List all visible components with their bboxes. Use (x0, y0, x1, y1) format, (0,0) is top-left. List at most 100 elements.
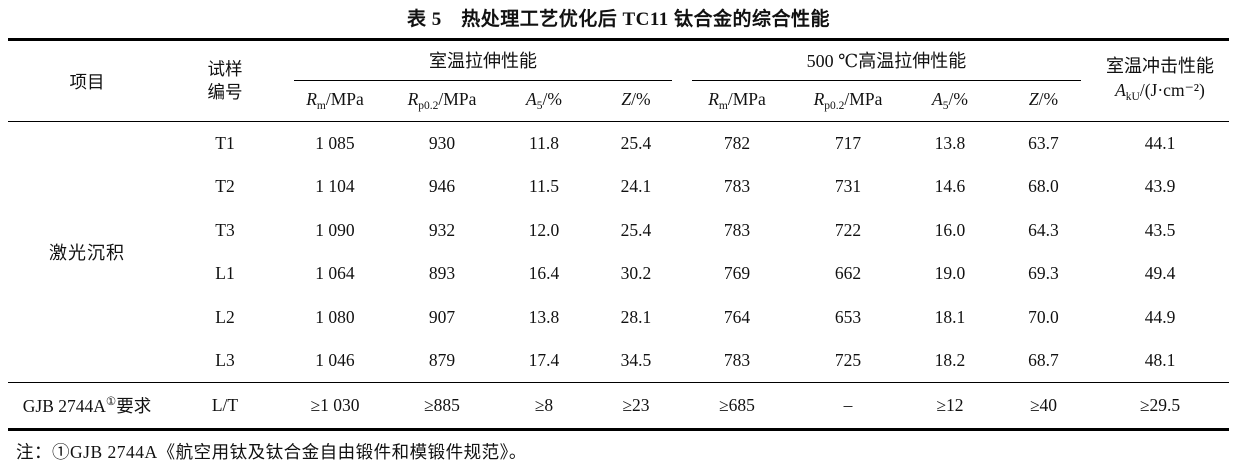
table-cell: 893 (428, 263, 456, 284)
requirement-row: GJB 2744A①要求 L/T ≥1 030 ≥885 ≥8 ≥23 ≥685… (7, 382, 1229, 430)
table-cell: 63.7 (1028, 133, 1059, 153)
table-row: L3 1 046 879 17.4 34.5 783 725 18.2 68.7… (8, 339, 1229, 383)
table-cell: 68.0 (1028, 176, 1059, 197)
table-cell: 653 (834, 306, 862, 327)
header-group-row: 项目 试样 编号 室温拉伸性能 500 ℃高温拉伸性能 室温冲击性能 AkU/(… (7, 39, 1229, 122)
col-header-z-rt: Z/% (589, 80, 682, 122)
table-cell: 930 (428, 133, 456, 153)
table-cell: 1 104 (315, 176, 355, 197)
table-cell: 946 (428, 176, 456, 197)
table-cell: 1 080 (315, 306, 355, 327)
table-cell: 783 (723, 176, 751, 197)
requirement-cell: ≥685 (681, 382, 792, 430)
table-cell: 70.0 (1028, 306, 1059, 327)
sample-no-line1: 试样 (207, 59, 243, 79)
table-cell: 44.9 (1144, 306, 1176, 327)
table-cell: 1 046 (315, 350, 355, 370)
requirement-cell: ≥1 030 (283, 382, 386, 430)
table-cell: 69.3 (1028, 263, 1059, 284)
col-header-sample-no: 试样 编号 (165, 39, 284, 122)
sample-id-cell: T1 (215, 133, 235, 153)
table-cell: 13.8 (934, 133, 966, 153)
requirement-label: GJB 2744A①要求 (7, 382, 166, 430)
table-cell: 43.9 (1144, 176, 1176, 197)
table-cell: 64.3 (1028, 219, 1059, 240)
table-cell: 17.4 (528, 350, 560, 370)
sample-id-cell: T2 (215, 176, 235, 197)
table-row: L2 1 080 907 13.8 28.1 764 653 18.1 70.0… (8, 296, 1229, 340)
table-cell: 1 064 (315, 263, 355, 284)
table-row: L1 1 064 893 16.4 30.2 769 662 19.0 69.3… (8, 252, 1229, 296)
requirement-cell: ≥23 (589, 382, 682, 430)
col-header-impact: 室温冲击性能 AkU/(J·cm⁻²) (1091, 39, 1229, 122)
table-footnote: 注：①GJB 2744A《航空用钛及钛合金自由锻件和模锻件规范》。 (16, 442, 527, 462)
table-cell: 43.5 (1144, 219, 1176, 240)
table-cell: 18.2 (934, 350, 966, 370)
requirement-cell: ≥12 (903, 382, 996, 430)
table-cell: 662 (834, 263, 862, 284)
col-header-item: 项目 (7, 39, 166, 122)
impact-title: 室温冲击性能 (1106, 55, 1214, 76)
requirement-cell: ≥8 (497, 382, 590, 430)
table-cell: 68.7 (1028, 350, 1059, 370)
table-cell: 18.1 (934, 306, 966, 327)
table-cell: 16.4 (528, 263, 560, 284)
table-cell: 24.1 (620, 176, 652, 197)
table-cell: 28.1 (620, 306, 652, 327)
table-cell: 14.6 (934, 176, 966, 197)
table-row: T2 1 104 946 11.5 24.1 783 731 14.6 68.0… (8, 165, 1229, 209)
col-header-rp02-rt: Rp0.2/MPa (385, 80, 498, 122)
table-cell: 48.1 (1144, 350, 1176, 370)
table-cell: 783 (723, 219, 751, 240)
table-cell: 717 (834, 133, 862, 153)
requirement-cell: ≥40 (995, 382, 1091, 430)
table-cell: 722 (834, 219, 862, 240)
sample-id-cell: L3 (215, 350, 235, 370)
requirement-cell: – (791, 382, 904, 430)
sample-id-cell: T3 (215, 219, 235, 240)
col-header-rm-rt: Rm/MPa (283, 80, 386, 122)
table-cell: 30.2 (620, 263, 652, 284)
table-cell: 12.0 (528, 219, 560, 240)
table-cell: 932 (428, 219, 456, 240)
group-header-500c-tensile: 500 ℃高温拉伸性能 (682, 40, 1091, 81)
table-cell: 11.5 (528, 176, 559, 197)
table-cell: 879 (428, 350, 456, 370)
table-cell: 25.4 (620, 133, 652, 153)
col-header-z-ht: Z/% (995, 80, 1091, 122)
table-cell: 783 (723, 350, 751, 370)
group-header-room-temp-tensile: 室温拉伸性能 (284, 40, 682, 81)
table-cell: 16.0 (934, 219, 966, 240)
table-row: T3 1 090 932 12.0 25.4 783 722 16.0 64.3… (8, 209, 1229, 253)
table-cell: 1 085 (315, 133, 355, 153)
table-cell: 731 (834, 176, 862, 197)
table-cell: 1 090 (315, 219, 355, 240)
sample-id-cell: L2 (215, 306, 235, 327)
table-cell: 725 (834, 350, 862, 370)
table-cell: 25.4 (620, 219, 652, 240)
sample-id-cell: L1 (215, 263, 235, 284)
properties-table: 项目 试样 编号 室温拉伸性能 500 ℃高温拉伸性能 室温冲击性能 AkU/(… (7, 38, 1229, 431)
item-label-laser-deposition: 激光沉积 (48, 243, 125, 263)
footnote-marker: ① (105, 396, 117, 408)
col-header-rm-ht: Rm/MPa (681, 80, 792, 122)
table-cell: 907 (428, 306, 456, 327)
table-cell: 11.8 (528, 133, 559, 153)
col-header-rp02-ht: Rp0.2/MPa (791, 80, 904, 122)
col-header-a5-rt: A5/% (497, 80, 590, 122)
table-cell: 34.5 (620, 350, 652, 370)
table-cell: 13.8 (528, 306, 560, 327)
requirement-cell: ≥885 (385, 382, 498, 430)
header-sub-row: Rm/MPa Rp0.2/MPa A5/% Z/% Rm/MPa Rp0.2/M… (8, 80, 1229, 122)
table-cell: 19.0 (934, 263, 966, 284)
col-header-a5-ht: A5/% (903, 80, 996, 122)
table-cell: 769 (723, 263, 751, 284)
requirement-cell: L/T (165, 382, 284, 430)
table-cell: 782 (723, 133, 751, 153)
table-cell: 44.1 (1144, 133, 1176, 153)
table-cell: 764 (723, 306, 751, 327)
requirement-cell: ≥29.5 (1091, 382, 1229, 430)
table-cell: 49.4 (1144, 263, 1176, 284)
table-row: 激光沉积 T1 1 085 930 11.8 25.4 782 717 13.8… (8, 122, 1229, 263)
